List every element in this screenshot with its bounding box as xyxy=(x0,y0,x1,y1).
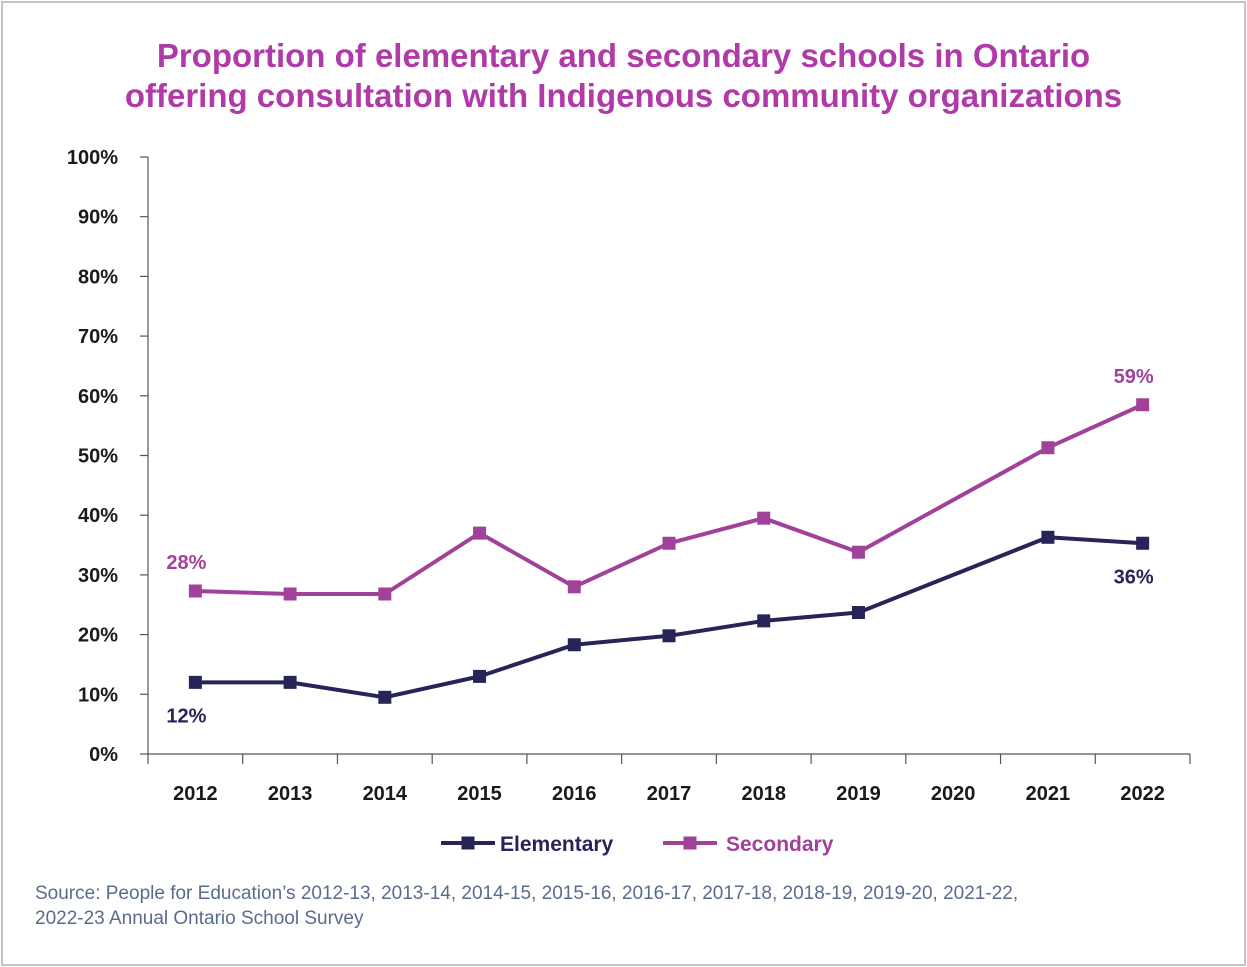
source-note: Source: People for Education’s 2012-13, … xyxy=(35,881,1215,931)
data-point-secondary xyxy=(188,584,202,598)
x-tick-label: 2013 xyxy=(268,783,313,805)
series-secondary xyxy=(188,398,1150,601)
series-elementary xyxy=(188,530,1150,704)
series-line-elementary xyxy=(195,535,1143,700)
data-point-elementary xyxy=(378,690,392,704)
legend-swatch-marker xyxy=(683,836,697,850)
data-point-elementary xyxy=(851,606,865,620)
y-tick-label: 40% xyxy=(78,505,118,527)
chart-title-line-1: Proportion of elementary and secondary s… xyxy=(156,37,1091,74)
y-tick-label: 60% xyxy=(78,386,118,408)
data-point-elementary xyxy=(1136,536,1150,550)
data-point-secondary xyxy=(1136,398,1150,412)
y-tick-label: 70% xyxy=(78,326,118,348)
data-label-secondary: 28% xyxy=(166,552,206,574)
x-tick-label: 2015 xyxy=(457,783,502,805)
data-point-secondary xyxy=(851,545,865,559)
legend: Elementary Secondary xyxy=(441,833,834,856)
data-point-secondary xyxy=(283,587,297,601)
data-label-elementary: 12% xyxy=(166,705,206,727)
axes: 0% 10% 20% 30% 40% 50% 60% 70% 80% 90% 100% 2012 201… xyxy=(67,147,1191,805)
y-tick-label: 80% xyxy=(78,266,118,288)
x-tick-label: 2021 xyxy=(1026,783,1071,805)
data-point-elementary xyxy=(283,675,297,689)
data-point-elementary xyxy=(567,638,581,652)
chart-title-line-2: offering consultation with Indigenous co… xyxy=(124,77,1123,114)
data-point-elementary xyxy=(662,629,676,643)
data-point-secondary xyxy=(473,526,487,540)
series-layer xyxy=(188,398,1150,704)
y-tick-label: 100% xyxy=(67,147,118,169)
y-tick-label: 20% xyxy=(78,625,118,647)
data-point-secondary xyxy=(662,536,676,550)
chart-title: Proportion of elementary and secondary s… xyxy=(0,36,1247,116)
y-tick-label: 10% xyxy=(78,684,118,706)
x-tick-label: 2017 xyxy=(647,783,692,805)
x-tick-label: 2016 xyxy=(552,783,597,805)
y-tick-label: 90% xyxy=(78,207,118,229)
legend-item-secondary: Secondary xyxy=(663,833,834,856)
y-tick-label: 50% xyxy=(78,446,118,468)
data-point-elementary xyxy=(1041,530,1055,544)
data-labels: 12% 36% 28% 59% xyxy=(166,366,1154,728)
x-tick-label: 2014 xyxy=(363,783,408,805)
data-point-secondary xyxy=(567,580,581,594)
source-line-1: Source: People for Education’s 2012-13, … xyxy=(35,883,1019,904)
data-point-elementary xyxy=(473,669,487,683)
x-tick-label: 2020 xyxy=(931,783,976,805)
data-point-secondary xyxy=(1041,441,1055,455)
y-tick-label: 0% xyxy=(89,744,118,766)
legend-label: Secondary xyxy=(726,833,834,856)
series-line-secondary xyxy=(195,402,1144,597)
x-tick-label: 2019 xyxy=(836,783,881,805)
data-point-elementary xyxy=(188,675,202,689)
legend-item-elementary: Elementary xyxy=(441,833,614,856)
x-tick-label: 2022 xyxy=(1120,783,1165,805)
data-point-elementary xyxy=(757,614,771,628)
source-line-2: 2022-23 Annual Ontario School Survey xyxy=(35,908,364,929)
y-tick-label: 30% xyxy=(78,565,118,587)
data-label-secondary: 59% xyxy=(1114,366,1154,388)
data-point-secondary xyxy=(757,511,771,525)
x-tick-label: 2018 xyxy=(741,783,786,805)
legend-label: Elementary xyxy=(500,833,614,856)
data-label-elementary: 36% xyxy=(1114,566,1154,588)
data-point-secondary xyxy=(378,587,392,601)
legend-swatch-marker xyxy=(461,836,475,850)
x-tick-label: 2012 xyxy=(173,783,218,805)
